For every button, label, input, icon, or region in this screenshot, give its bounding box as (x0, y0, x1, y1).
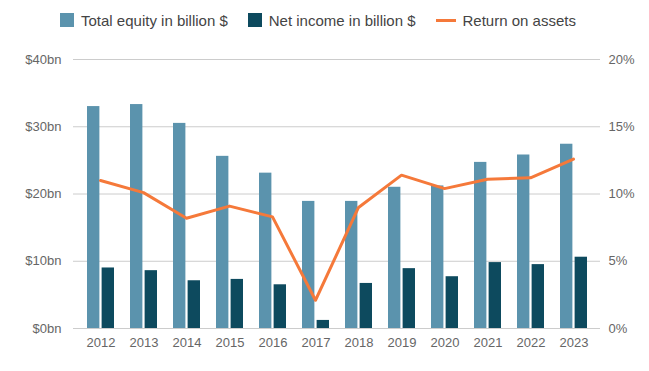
svg-text:5%: 5% (609, 253, 628, 268)
svg-text:20%: 20% (609, 52, 635, 67)
svg-text:2017: 2017 (302, 335, 331, 350)
svg-text:15%: 15% (609, 119, 635, 134)
svg-text:2015: 2015 (216, 335, 245, 350)
svg-text:$40bn: $40bn (25, 52, 61, 67)
svg-text:$20bn: $20bn (25, 186, 61, 201)
svg-text:2020: 2020 (431, 335, 460, 350)
svg-text:$30bn: $30bn (25, 119, 61, 134)
html-text:Total equity in billion $: Total equity in billion $ (81, 11, 228, 29)
svg-text:$10bn: $10bn (25, 253, 61, 268)
svg-text:2012: 2012 (87, 335, 116, 350)
svg-text:2019: 2019 (388, 335, 417, 350)
svg-text:$0bn: $0bn (33, 321, 62, 336)
svg-text:2022: 2022 (517, 335, 546, 350)
svg-text:0%: 0% (609, 321, 628, 336)
svg-text:2013: 2013 (130, 335, 159, 350)
svg-text:2021: 2021 (474, 335, 503, 350)
html-text:Return on assets: Return on assets (462, 11, 576, 29)
svg-text:10%: 10% (609, 186, 635, 201)
svg-text:2023: 2023 (560, 335, 589, 350)
svg-text:2018: 2018 (345, 335, 374, 350)
html-text:Net income in billion $: Net income in billion $ (268, 11, 416, 29)
svg-text:2016: 2016 (259, 335, 288, 350)
svg-text:2014: 2014 (173, 335, 202, 350)
